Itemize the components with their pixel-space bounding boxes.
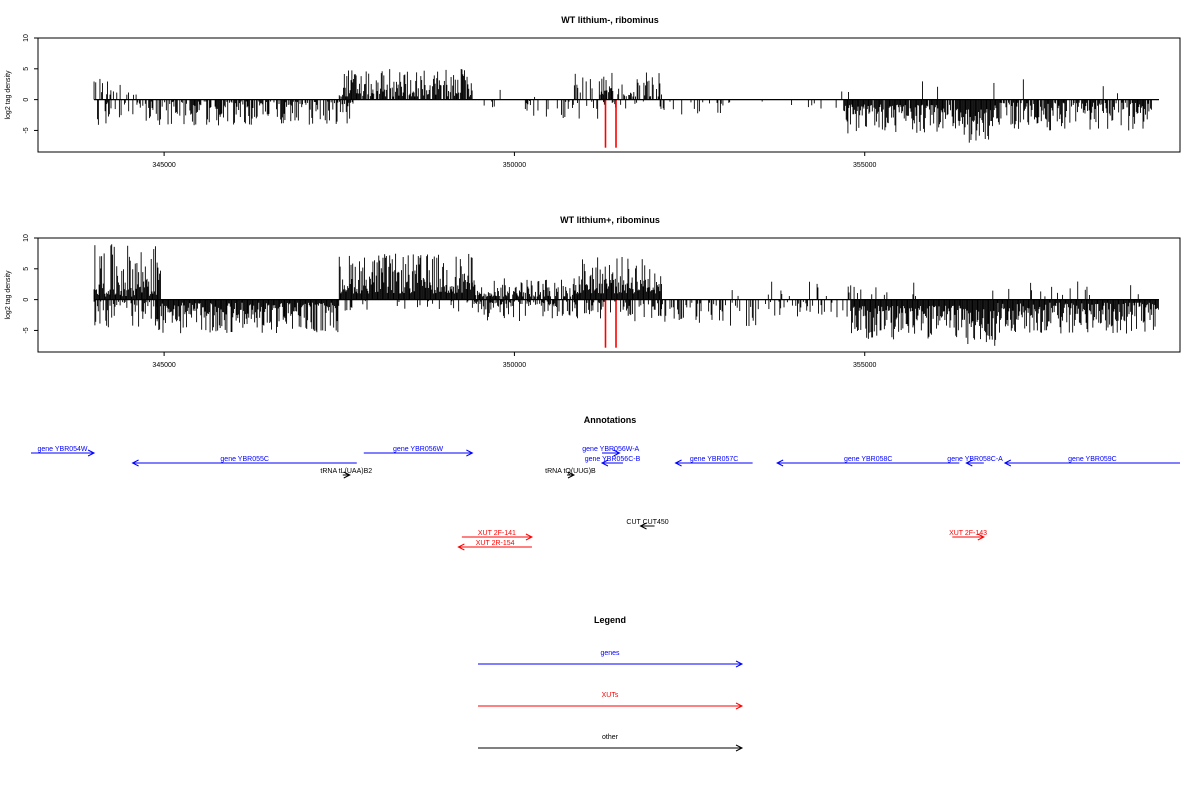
y-axis-label: log2 tag density — [5, 270, 12, 320]
feature-arrowhead — [977, 533, 985, 541]
x-tick-label: 350000 — [503, 162, 526, 169]
feature-arrowhead — [343, 471, 351, 479]
feature-label: XUT 2R-154 — [476, 540, 515, 547]
feature-label: gene YBR058C-A — [947, 456, 1003, 463]
feature-gene: gene YBR055C — [131, 456, 357, 467]
highlight-bars — [604, 99, 617, 148]
feature-label: gene YBR056W-A — [582, 446, 639, 453]
legend-entry: XUTs — [478, 692, 744, 710]
feature-xut: XUT 2F-141 — [461, 530, 534, 541]
y-tick-label: 10 — [23, 34, 30, 42]
feature-arrowhead — [457, 543, 465, 551]
feature-gene: gene YBR056C-B — [585, 456, 641, 467]
feature-arrowhead — [600, 459, 609, 467]
legend-label: XUTs — [602, 692, 619, 699]
feature-label: gene YBR058C — [844, 456, 893, 463]
legend-arrowhead — [735, 702, 744, 710]
track-panel-lithium-plus: WT lithium+, ribominus log2 tag density … — [5, 215, 1181, 369]
feature-label: gene YBR055C — [220, 456, 269, 463]
feature-label: gene YBR059C — [1068, 456, 1117, 463]
x-tick-label: 355000 — [853, 162, 876, 169]
feature-gene: gene YBR056W — [363, 446, 474, 457]
y-axis: -5 0 5 10 — [23, 234, 39, 334]
feature-label: tRNA tL(UAA)B2 — [320, 468, 372, 475]
legend-entry: genes — [478, 650, 744, 668]
feature-gene: gene YBR059C — [1003, 456, 1180, 467]
y-tick-label: -5 — [23, 327, 30, 333]
x-tick-label: 350000 — [503, 362, 526, 369]
panel-title: WT lithium+, ribominus — [560, 215, 660, 225]
feature-arrowhead — [639, 522, 647, 530]
y-tick-label: 5 — [23, 267, 30, 271]
feature-list: gene YBR054W gene YBR055C gene YBR056W gene… — [30, 446, 1180, 551]
feature-arrowhead — [613, 449, 621, 457]
feature-xut: XUT 2R-154 — [457, 540, 532, 551]
y-tick-label: 0 — [23, 298, 30, 302]
signal-bars — [93, 68, 1152, 143]
feature-label: gene YBR057C — [690, 456, 739, 463]
y-tick-label: -5 — [23, 127, 30, 133]
feature-gene: gene YBR058C-A — [947, 456, 1003, 467]
highlight-bars — [604, 299, 617, 348]
annotations-title: Annotations — [584, 415, 637, 425]
track-panel-lithium-minus: WT lithium-, ribominus log2 tag density … — [5, 15, 1181, 169]
legend-label: genes — [600, 650, 620, 657]
legend-arrowhead — [735, 660, 744, 668]
y-axis-label: log2 tag density — [5, 70, 12, 120]
feature-arrowhead — [674, 459, 682, 467]
x-axis: 345000 350000 355000 — [152, 151, 877, 169]
feature-label: CUT CUT450 — [626, 519, 668, 526]
legend-entry: other — [478, 734, 744, 752]
legend-title: Legend — [594, 615, 626, 625]
legend-label: other — [602, 734, 619, 741]
feature-arrowhead — [776, 459, 784, 467]
feature-gene: gene YBR056W-A — [582, 446, 640, 457]
y-axis: -5 0 5 10 — [23, 34, 39, 134]
feature-label: XUT 2F-143 — [949, 530, 987, 537]
feature-gene: gene YBR054W — [30, 446, 96, 457]
feature-other: CUT CUT450 — [626, 519, 669, 530]
feature-label: gene YBR056W — [393, 446, 443, 453]
x-axis: 345000 350000 355000 — [152, 351, 877, 369]
feature-arrowhead — [525, 533, 534, 541]
feature-arrowhead — [131, 459, 139, 467]
feature-xut: XUT 2F-143 — [949, 530, 987, 541]
y-tick-label: 5 — [23, 67, 30, 71]
y-tick-label: 10 — [23, 234, 30, 242]
feature-other: tRNA tQ(UUG)B — [545, 468, 596, 479]
feature-arrowhead — [965, 459, 973, 467]
feature-gene: gene YBR058C — [776, 456, 960, 467]
feature-arrowhead — [466, 449, 474, 457]
feature-other: tRNA tL(UAA)B2 — [320, 468, 372, 479]
x-tick-label: 345000 — [152, 362, 175, 369]
feature-label: XUT 2F-141 — [478, 530, 516, 537]
signal-bars — [93, 244, 1159, 346]
y-tick-label: 0 — [23, 98, 30, 102]
legend-arrowhead — [735, 744, 744, 752]
feature-gene: gene YBR057C — [674, 456, 753, 467]
legend: Legend genes XUTs other — [478, 615, 744, 752]
x-tick-label: 345000 — [152, 162, 175, 169]
panel-title: WT lithium-, ribominus — [561, 15, 659, 25]
feature-arrowhead — [567, 471, 576, 479]
feature-label: gene YBR054W — [37, 446, 87, 453]
feature-arrowhead — [87, 449, 96, 457]
feature-label: gene YBR056C-B — [585, 456, 641, 463]
legend-entries: genes XUTs other — [478, 650, 744, 752]
x-tick-label: 355000 — [853, 362, 876, 369]
feature-label: tRNA tQ(UUG)B — [545, 468, 596, 475]
feature-arrowhead — [1003, 459, 1012, 467]
